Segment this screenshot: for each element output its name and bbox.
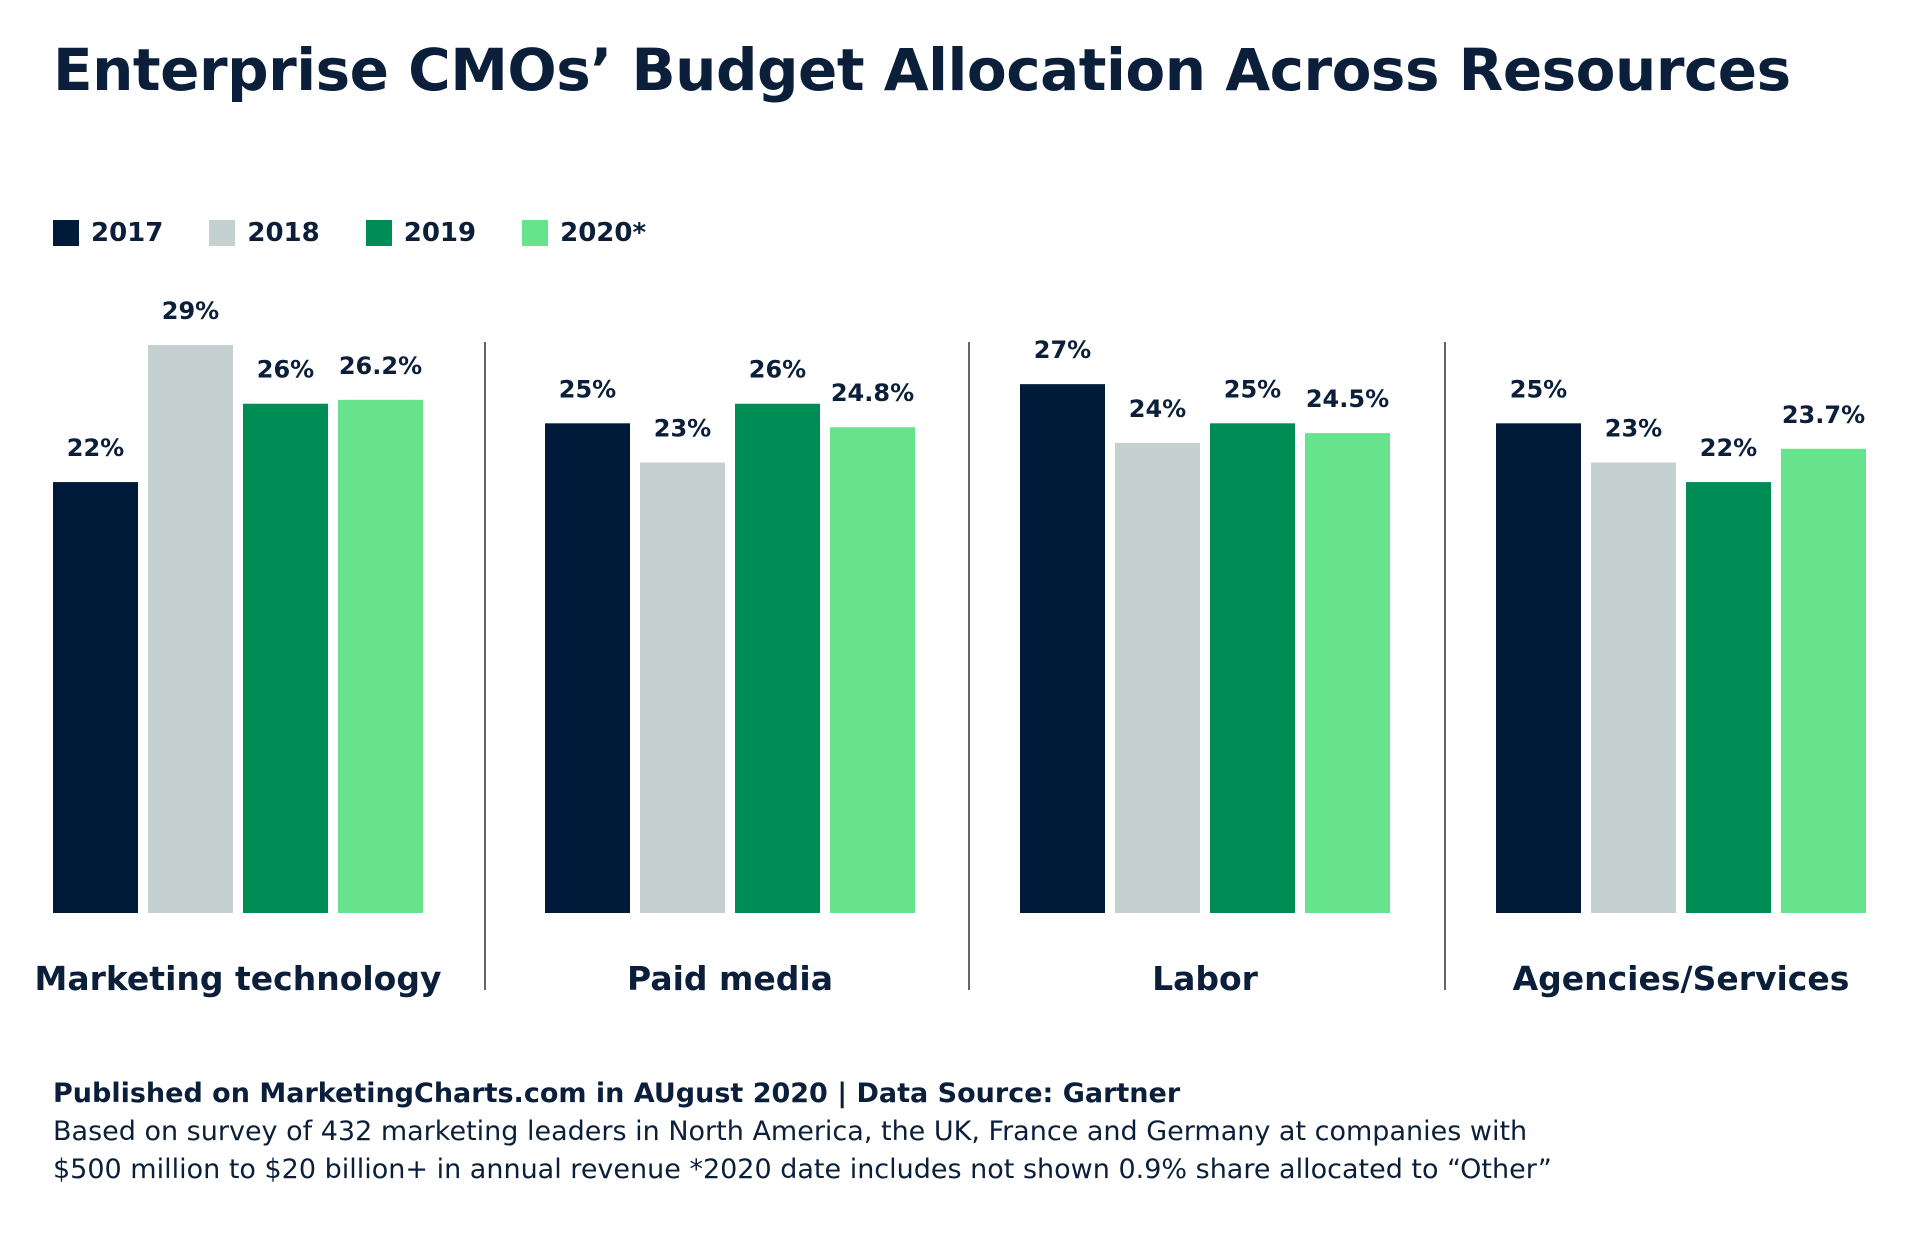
bar-paid-media-2017 — [545, 423, 630, 913]
data-label-paid-media-2018: 23% — [654, 414, 711, 442]
legend-item-2020: 2020* — [522, 218, 646, 248]
bar-labor-2019 — [1210, 423, 1295, 913]
bar-marketing-technology-2018 — [148, 344, 233, 913]
legend: 2017 2018 2019 2020* — [53, 218, 692, 248]
bar-paid-media-2019 — [735, 403, 820, 913]
bar-labor-2018 — [1115, 442, 1200, 913]
chart-title: Enterprise CMOs’ Budget Allocation Acros… — [53, 36, 1791, 104]
data-label-agencies-services-2017: 25% — [1510, 375, 1567, 403]
bar-marketing-technology-2017 — [53, 482, 138, 913]
bar-agencies-services-2020 — [1781, 448, 1866, 913]
data-label-labor-2019: 25% — [1224, 375, 1281, 403]
data-label-labor-2018: 24% — [1129, 395, 1186, 423]
bar-agencies-services-2018 — [1591, 462, 1676, 913]
bar-labor-2020 — [1305, 433, 1390, 913]
legend-label-2019: 2019 — [403, 218, 477, 248]
legend-swatch-2020 — [522, 220, 549, 246]
legend-item-2017: 2017 — [53, 218, 163, 248]
bar-marketing-technology-2020 — [338, 399, 423, 913]
legend-swatch-2019 — [365, 220, 392, 246]
bar-paid-media-2020 — [830, 427, 915, 913]
bar-chart: 22% 29% 26% 26.2% Marketing technology 25% 23%… — [34, 297, 1866, 998]
data-label-paid-media-2017: 25% — [559, 375, 616, 403]
footer-note-line1: Based on survey of 432 marketing leaders… — [53, 1116, 1528, 1147]
legend-label-2018: 2018 — [247, 218, 320, 248]
data-label-paid-media-2020: 24.8% — [831, 379, 914, 407]
data-label-marketing-technology-2020: 26.2% — [339, 352, 422, 380]
data-label-paid-media-2019: 26% — [749, 356, 806, 384]
category-label-labor: Labor — [1152, 959, 1259, 998]
data-label-marketing-technology-2019: 26% — [257, 356, 314, 384]
data-label-marketing-technology-2017: 22% — [67, 434, 124, 462]
legend-swatch-2017 — [53, 220, 79, 246]
legend-label-2020: 2020* — [560, 218, 647, 248]
legend-swatch-2018 — [209, 220, 236, 246]
footer-note-line2: $500 million to $20 billion+ in annual r… — [53, 1154, 1552, 1185]
bar-labor-2017 — [1020, 384, 1105, 914]
legend-item-2018: 2018 — [209, 218, 320, 248]
category-label-marketing-technology: Marketing technology — [34, 959, 441, 998]
footer-source: Published on MarketingCharts.com in AUgu… — [53, 1078, 1181, 1109]
footer: Published on MarketingCharts.com in AUgu… — [53, 1075, 1552, 1189]
data-label-agencies-services-2019: 22% — [1700, 434, 1757, 462]
bar-marketing-technology-2019 — [243, 403, 328, 913]
category-label-paid-media: Paid media — [627, 959, 833, 998]
bar-agencies-services-2019 — [1686, 482, 1771, 913]
category-label-agencies-services: Agencies/Services — [1513, 959, 1850, 998]
legend-item-2019: 2019 — [365, 218, 477, 248]
data-label-agencies-services-2020: 23.7% — [1782, 401, 1865, 429]
data-label-marketing-technology-2018: 29% — [162, 297, 219, 325]
legend-label-2017: 2017 — [91, 218, 164, 248]
bar-paid-media-2018 — [640, 462, 725, 913]
data-label-labor-2017: 27% — [1034, 336, 1091, 364]
bar-agencies-services-2017 — [1496, 423, 1581, 913]
data-label-agencies-services-2018: 23% — [1605, 414, 1662, 442]
data-label-labor-2020: 24.5% — [1306, 385, 1389, 413]
